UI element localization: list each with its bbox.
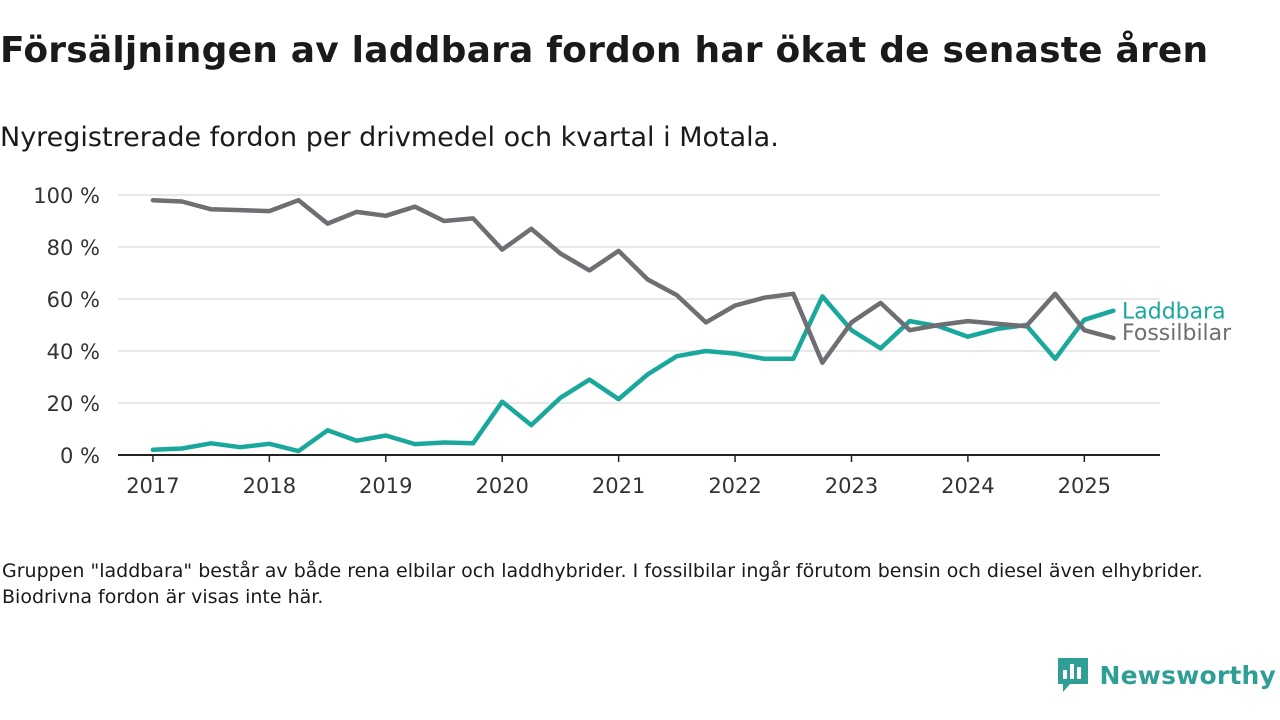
x-tick-label: 2023 [825,474,878,498]
chart-title: Försäljningen av laddbara fordon har öka… [0,30,1209,71]
footnote: Gruppen "laddbara" består av både rena e… [2,560,1203,608]
series-line-fossilbilar [150,197,1116,365]
x-tick-label: 2020 [475,474,528,498]
y-tick-label: 20 % [47,392,100,416]
x-tick-label: 2024 [941,474,994,498]
x-tick-label: 2021 [592,474,645,498]
y-axis: 0 % 20 % 40 % 60 % 80 % 100 % [33,184,100,468]
y-tick-label: 100 % [33,184,100,208]
brand-logo[interactable]: Newsworthy [1056,656,1277,694]
line-chart: 0 % 20 % 40 % 60 % 80 % 100 % 2017 2018 2019 202… [33,184,1232,498]
gridlines [118,194,1160,404]
series-label-laddbara: Laddbara [1122,300,1226,325]
x-tick-label: 2025 [1058,474,1111,498]
chart-subtitle: Nyregistrerade fordon per drivmedel och … [0,122,779,153]
series [150,197,1116,454]
x-axis: 2017 2018 2019 2020 2021 2022 2023 2024 2025 [118,454,1160,498]
y-tick-label: 0 % [60,444,100,468]
x-tick-label: 2017 [126,474,179,498]
newsworthy-logo-icon [1057,658,1088,692]
series-line-laddbara [150,294,1116,454]
x-tick-label: 2018 [243,474,296,498]
series-label-fossilbilar: Fossilbilar [1122,321,1232,346]
y-tick-label: 40 % [47,340,100,364]
y-tick-label: 80 % [47,236,100,260]
x-tick-label: 2019 [359,474,412,498]
brand-name: Newsworthy [1099,660,1276,690]
y-tick-label: 60 % [47,288,100,312]
x-tick-label: 2022 [708,474,761,498]
